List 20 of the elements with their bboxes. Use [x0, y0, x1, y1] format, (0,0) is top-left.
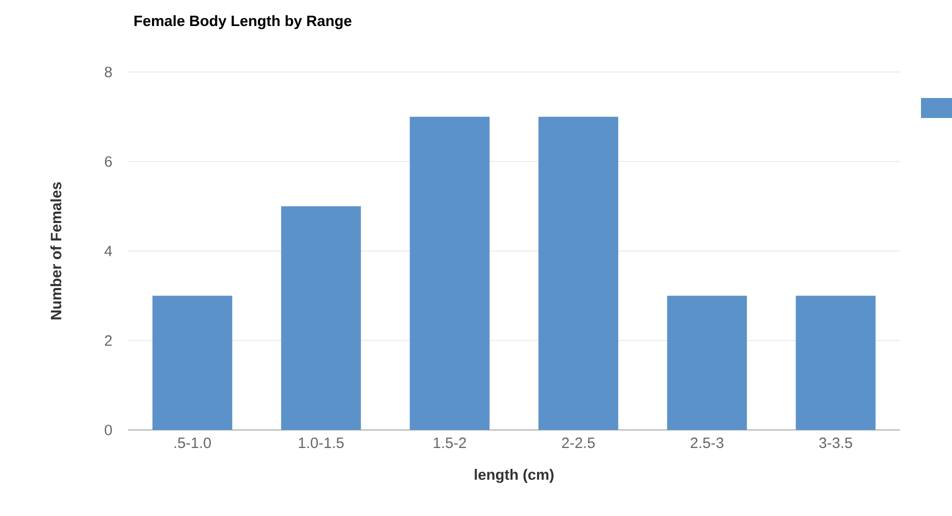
x-tick-label: 2.5-3: [690, 438, 724, 448]
y-tick-label: 4: [104, 246, 112, 256]
bar: [152, 296, 232, 430]
y-tick-label: 0: [104, 424, 112, 436]
bar: [667, 296, 747, 430]
bar: [281, 206, 361, 430]
y-axis-title: Number of Females: [50, 182, 62, 320]
x-tick-label: 3-3.5: [819, 438, 852, 448]
bar: [538, 116, 618, 430]
x-axis-title: length (cm): [474, 468, 554, 483]
y-tick-label: 2: [104, 335, 112, 346]
x-tick-label: 1.0-1.5: [298, 438, 344, 448]
x-tick-label: 1.5-2: [434, 438, 466, 448]
chart-title: Female Body Length by Range: [134, 15, 352, 30]
bar: [796, 296, 876, 430]
x-tick-label: 2-2.5: [562, 438, 595, 448]
y-tick-label: 6: [104, 156, 112, 167]
y-tick-label: 8: [104, 66, 112, 78]
x-tick-label: .5-1.0: [174, 438, 211, 448]
bar: [410, 116, 490, 430]
